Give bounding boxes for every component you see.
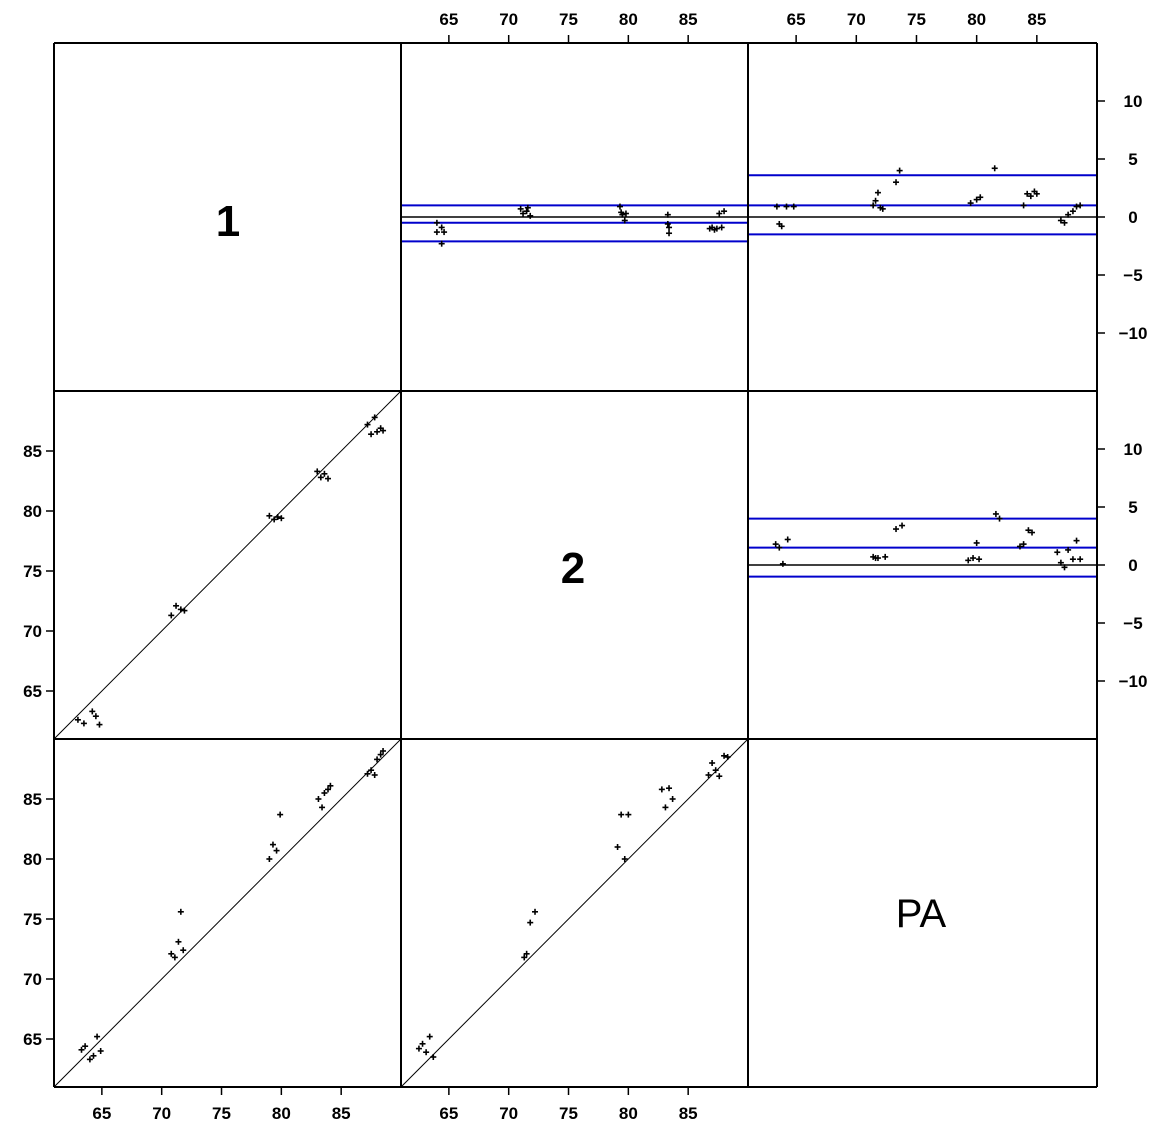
identity-line [53, 390, 402, 740]
scatter-panel-3 [53, 390, 402, 740]
bottom-tick-label: 70 [499, 1104, 518, 1123]
identity-line [400, 738, 749, 1088]
top-tick-label: 75 [907, 10, 926, 29]
right-tick-label: 5 [1128, 498, 1137, 517]
diagonal-labels: 1 2 PA [216, 197, 947, 936]
difference-panel-1 [748, 165, 1097, 236]
bottom-tick-label: 65 [92, 1104, 111, 1123]
bottom-tick-label: 70 [152, 1104, 171, 1123]
left-tick-label: 75 [23, 910, 42, 929]
left-tick-label: 65 [23, 682, 42, 701]
top-tick-label: 65 [787, 10, 806, 29]
scatter-panel-5 [400, 738, 749, 1088]
right-tick-label: −5 [1123, 266, 1142, 285]
bottom-tick-label: 85 [679, 1104, 698, 1123]
bottom-tick-label: 75 [559, 1104, 578, 1123]
right-tick-label: −5 [1123, 614, 1142, 633]
left-tick-label: 75 [23, 562, 42, 581]
diagonal-label-pa: PA [896, 892, 947, 936]
bottom-tick-label: 65 [439, 1104, 458, 1123]
right-tick-label: −10 [1119, 672, 1148, 691]
right-tick-label: 10 [1124, 92, 1143, 111]
diagonal-label-1: 1 [216, 197, 240, 246]
left-tick-label: 85 [23, 790, 42, 809]
top-tick-label: 70 [499, 10, 518, 29]
bottom-tick-label: 85 [332, 1104, 351, 1123]
difference-panel-2 [748, 510, 1097, 578]
right-tick-label: 0 [1128, 208, 1137, 227]
bottom-tick-label: 80 [619, 1104, 638, 1123]
top-tick-label: 80 [619, 10, 638, 29]
top-tick-label: 80 [967, 10, 986, 29]
difference-panel-0 [401, 203, 748, 247]
axis-layer: 65 70 75 80 85 65 70 75 80 85 65 70 75 80 85 65 70 75 80 85… [23, 10, 1147, 1123]
top-tick-label: 85 [679, 10, 698, 29]
left-tick-label: 65 [23, 1030, 42, 1049]
top-tick-label: 65 [439, 10, 458, 29]
identity-line [53, 738, 402, 1088]
left-tick-label: 70 [23, 622, 42, 641]
left-tick-label: 70 [23, 970, 42, 989]
left-tick-label: 80 [23, 850, 42, 869]
bottom-tick-label: 80 [272, 1104, 291, 1123]
top-tick-label: 85 [1027, 10, 1046, 29]
right-tick-label: 10 [1124, 440, 1143, 459]
diagonal-label-2: 2 [561, 544, 585, 593]
right-tick-label: 5 [1128, 150, 1137, 169]
right-tick-label: −10 [1119, 324, 1148, 343]
left-tick-label: 80 [23, 502, 42, 521]
bottom-tick-label: 75 [212, 1104, 231, 1123]
left-tick-label: 85 [23, 442, 42, 461]
right-tick-label: 0 [1128, 556, 1137, 575]
top-tick-label: 70 [847, 10, 866, 29]
scatter-panel-4 [53, 738, 402, 1088]
top-tick-label: 75 [559, 10, 578, 29]
